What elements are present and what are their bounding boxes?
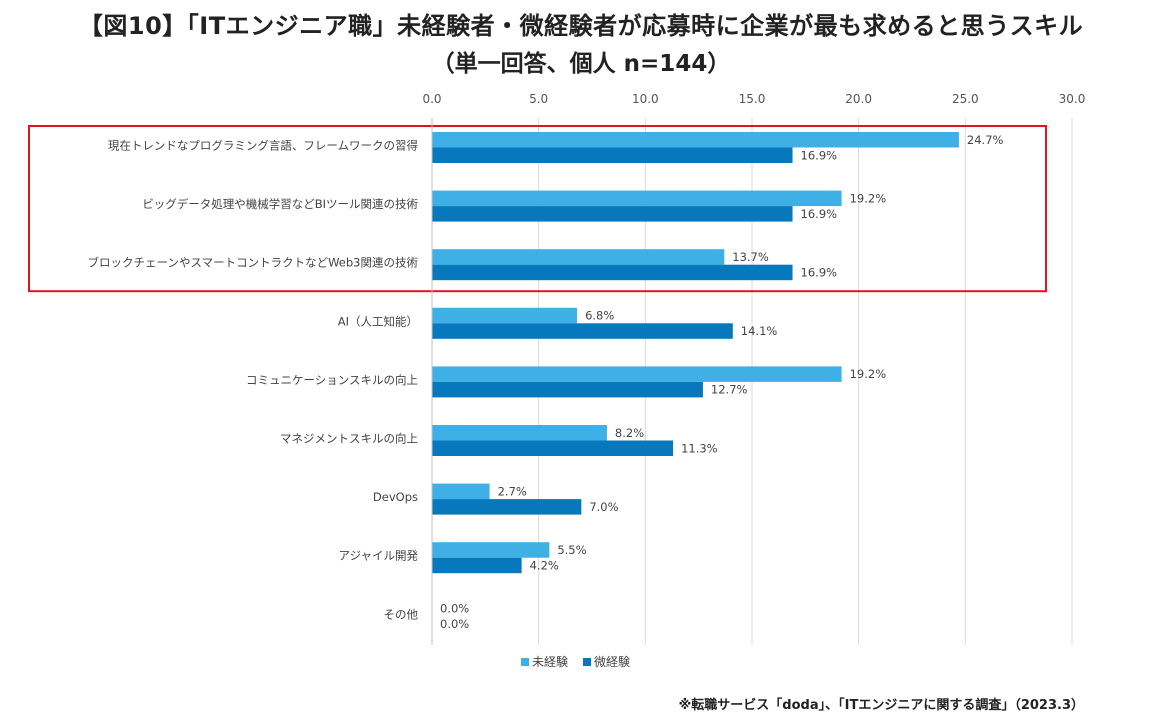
- data-label: 2.7%: [498, 484, 527, 498]
- bar-series-2: [432, 323, 733, 339]
- chart-title: 【図10】「ITエンジニア職」未経験者・微経験者が応募時に企業が最も求めると思う…: [78, 12, 1084, 40]
- data-label: 13.7%: [732, 250, 769, 264]
- data-label: 12.7%: [711, 383, 748, 397]
- bar-series-1: [432, 190, 842, 207]
- category-label: マネジメントスキルの向上: [280, 432, 418, 446]
- x-tick-label: 20.0: [845, 92, 872, 106]
- data-label: 16.9%: [801, 265, 838, 279]
- bar-series-2: [432, 381, 703, 398]
- bar-series-1: [432, 249, 725, 265]
- data-label: 16.9%: [801, 207, 838, 221]
- source-note: ※転職サービス「doda」、「ITエンジニアに関する調査」（2023.3）: [678, 698, 1084, 713]
- chart-subtitle: （単一回答、個人 n=144）: [431, 51, 731, 77]
- bar-series-2: [432, 499, 582, 515]
- legend-label-series-2: 微経験: [594, 654, 630, 669]
- category-label: ブロックチェーンやスマートコントラクトなどWeb3関連の技術: [88, 256, 419, 270]
- category-label: DevOps: [373, 490, 418, 504]
- data-label: 24.7%: [967, 133, 1004, 147]
- data-label: 8.2%: [615, 426, 644, 440]
- data-label: 19.2%: [850, 367, 887, 381]
- category-label: その他: [384, 607, 419, 621]
- category-label: コミュニケーションスキルの向上: [246, 373, 418, 387]
- bar-series-2: [432, 147, 793, 163]
- bar-series-1: [432, 425, 607, 441]
- x-tick-label: 30.0: [1059, 92, 1086, 106]
- x-tick-label: 15.0: [739, 92, 766, 106]
- bar-series-2: [432, 557, 522, 574]
- bar-series-2: [432, 206, 793, 222]
- bar-series-1: [432, 132, 959, 148]
- data-label: 11.3%: [681, 441, 718, 455]
- data-label: 5.5%: [557, 543, 586, 557]
- bar-series-1: [432, 542, 550, 558]
- bar-series-2: [432, 264, 793, 281]
- category-label: アジャイル開発: [339, 549, 419, 563]
- x-tick-label: 5.0: [529, 92, 548, 106]
- x-tick-label: 10.0: [632, 92, 659, 106]
- data-label: 0.0%: [440, 617, 469, 631]
- legend-swatch-series-2: [583, 658, 591, 666]
- data-label: 7.0%: [589, 500, 618, 514]
- x-tick-label: 25.0: [952, 92, 979, 106]
- bar-series-1: [432, 366, 842, 382]
- data-label: 6.8%: [585, 309, 614, 323]
- data-label: 19.2%: [850, 191, 887, 205]
- category-label: ビッグデータ処理や機械学習などBIツール関連の技術: [142, 197, 418, 211]
- highlight-box: [28, 125, 1047, 293]
- legend-label-series-1: 未経験: [532, 654, 568, 669]
- data-label: 14.1%: [741, 324, 778, 338]
- x-tick-label: 0.0: [422, 92, 441, 106]
- bar-series-1: [432, 483, 490, 500]
- bar-series-1: [432, 307, 578, 324]
- legend-swatch-series-1: [521, 658, 529, 666]
- data-label: 0.0%: [440, 602, 469, 616]
- category-label: 現在トレンドなプログラミング言語、フレームワークの習得: [108, 139, 418, 153]
- category-label: AI（人工知能）: [338, 314, 418, 328]
- data-label: 16.9%: [801, 148, 838, 162]
- data-label: 4.2%: [530, 558, 559, 572]
- bar-series-2: [432, 440, 674, 456]
